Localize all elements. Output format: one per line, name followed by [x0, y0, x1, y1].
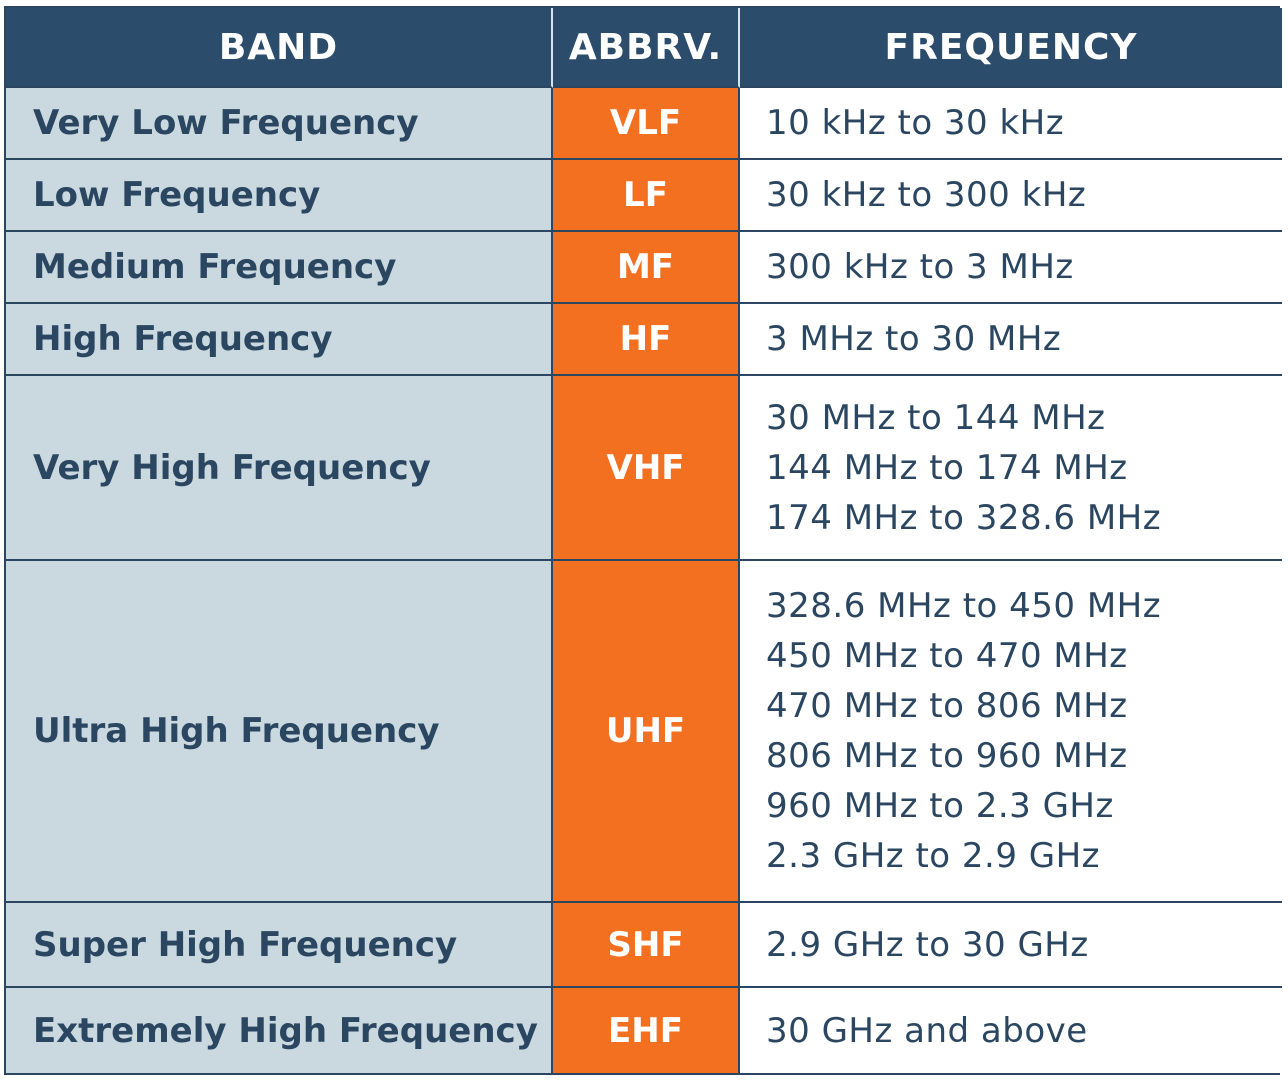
band-frequency: 328.6 MHz to 450 MHz 450 MHz to 470 MHz … — [740, 561, 1282, 903]
band-name: Very Low Frequency — [6, 88, 553, 160]
band-frequency: 10 kHz to 30 kHz — [740, 88, 1282, 160]
frequency-range: 2.9 GHz to 30 GHz — [766, 924, 1089, 965]
band-frequency: 2.9 GHz to 30 GHz — [740, 903, 1282, 988]
band-name: Low Frequency — [6, 160, 553, 232]
frequency-range: 3 MHz to 30 MHz — [766, 319, 1062, 359]
band-frequency: 30 GHz and above — [740, 988, 1282, 1073]
band-name: Extremely High Frequency — [6, 988, 553, 1073]
band-frequency: 300 kHz to 3 MHz — [740, 232, 1282, 304]
band-abbrv: UHF — [553, 561, 740, 903]
band-frequency: 3 MHz to 30 MHz — [740, 304, 1282, 376]
band-abbrv: SHF — [553, 903, 740, 988]
band-name: Ultra High Frequency — [6, 561, 553, 903]
frequency-range: 10 kHz to 30 kHz — [766, 103, 1065, 143]
frequency-band-table: BAND ABBRV. FREQUENCY Very Low Frequency… — [4, 6, 1282, 1075]
header-abbrv: ABBRV. — [553, 8, 740, 88]
frequency-range: 328.6 MHz to 450 MHz — [766, 586, 1162, 626]
frequency-range: 174 MHz to 328.6 MHz — [766, 497, 1162, 538]
frequency-range: 960 MHz to 2.3 GHz — [766, 786, 1114, 826]
band-name: High Frequency — [6, 304, 553, 376]
band-name: Very High Frequency — [6, 376, 553, 561]
band-abbrv: LF — [553, 160, 740, 232]
frequency-range: 470 MHz to 806 MHz — [766, 686, 1128, 726]
frequency-range: 30 GHz and above — [766, 1010, 1088, 1051]
band-frequency: 30 MHz to 144 MHz 144 MHz to 174 MHz 174… — [740, 376, 1282, 561]
frequency-range: 144 MHz to 174 MHz — [766, 447, 1128, 488]
frequency-range: 300 kHz to 3 MHz — [766, 247, 1074, 287]
band-abbrv: VLF — [553, 88, 740, 160]
frequency-range: 30 MHz to 144 MHz — [766, 397, 1106, 438]
frequency-range: 450 MHz to 470 MHz — [766, 636, 1128, 676]
band-abbrv: MF — [553, 232, 740, 304]
band-abbrv: HF — [553, 304, 740, 376]
frequency-range: 30 kHz to 300 kHz — [766, 175, 1087, 215]
header-band: BAND — [6, 8, 553, 88]
band-name: Medium Frequency — [6, 232, 553, 304]
band-frequency: 30 kHz to 300 kHz — [740, 160, 1282, 232]
band-abbrv: EHF — [553, 988, 740, 1073]
frequency-range: 806 MHz to 960 MHz — [766, 736, 1128, 776]
frequency-range: 2.3 GHz to 2.9 GHz — [766, 836, 1101, 876]
band-abbrv: VHF — [553, 376, 740, 561]
header-frequency: FREQUENCY — [740, 8, 1282, 88]
band-name: Super High Frequency — [6, 903, 553, 988]
